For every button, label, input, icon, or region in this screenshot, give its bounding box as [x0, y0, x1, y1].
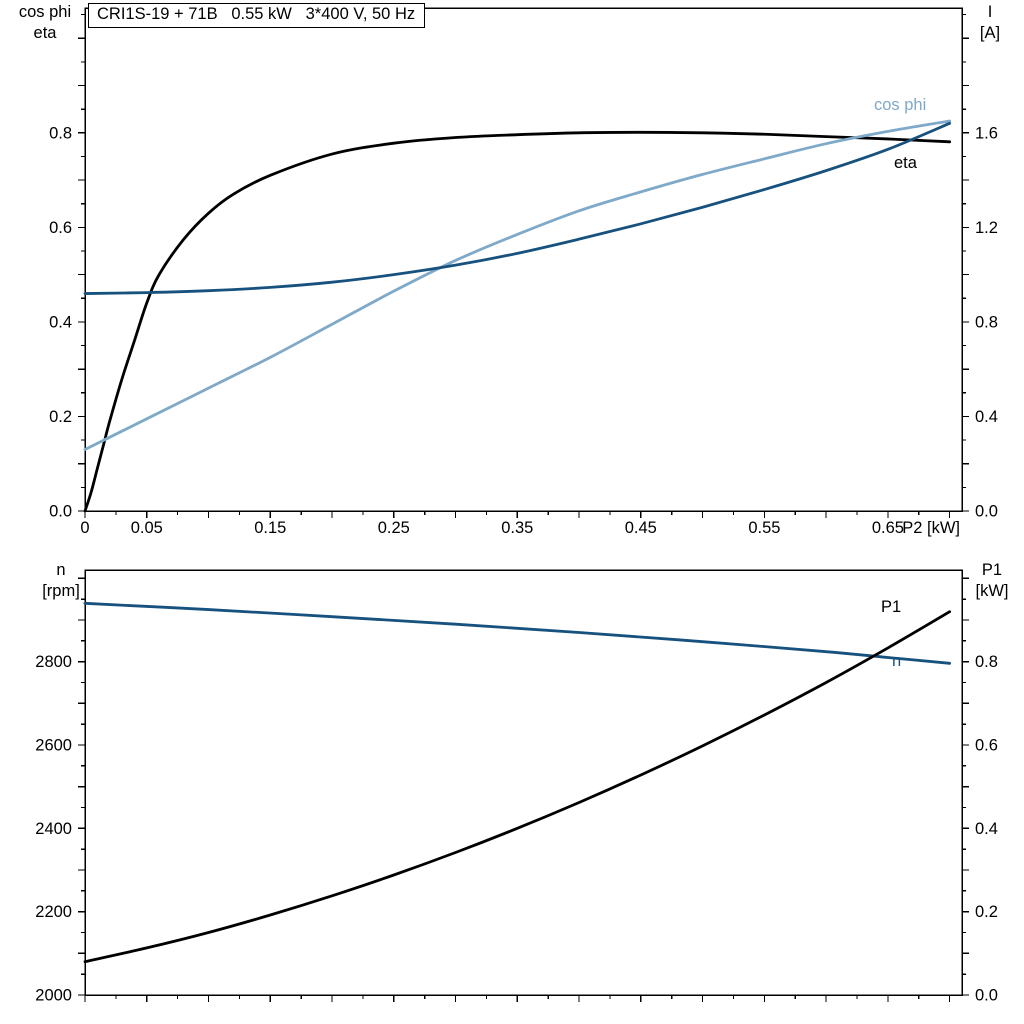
x-tick-label: 0.25	[378, 519, 410, 537]
y-left-tick-label: 2600	[35, 737, 72, 755]
y-left-tick-label: 0.2	[49, 408, 72, 426]
y-left-tick-label: 2400	[35, 820, 72, 838]
bottom-chart-canvas: 2000 2200 2400 2600 2800 0.0 0.2 0.4 0.6 0.8	[35, 569, 998, 1005]
top-right-axis-title: I [A]	[962, 2, 1018, 44]
x-tick-label: 0.35	[501, 519, 533, 537]
series-cos-phi	[83, 119, 952, 451]
y-right-tick-label: 0.8	[975, 653, 998, 671]
y-left-tick-label: 0.8	[49, 124, 72, 142]
current-axis-label: I	[987, 3, 993, 21]
x-tick-label: 0	[80, 519, 89, 537]
series-i	[83, 121, 952, 295]
y-right-tick-label: 1.2	[975, 219, 998, 237]
x-axis-unit-label: P2 [kW]	[902, 519, 960, 537]
x-tick-label: 0.65	[872, 519, 904, 537]
y-right-tick-label: 0.0	[975, 503, 998, 521]
x-tick-label: 0.05	[131, 519, 163, 537]
n-curve-label: n	[892, 652, 902, 670]
y-left-tick-label: 2000	[35, 987, 72, 1005]
y-right-tick-label: 0.4	[975, 820, 998, 838]
y-left-tick-label: 2200	[35, 903, 72, 921]
series-p1	[83, 610, 952, 964]
x-tick-label: 0.15	[254, 519, 286, 537]
kw-unit-label: [kW]	[975, 582, 1009, 600]
series-eta	[83, 130, 952, 513]
y-right-tick-label: 0.2	[975, 903, 998, 921]
top-left-axis-title: cos phi eta	[0, 2, 90, 44]
y-left-tick-label: 0.4	[49, 313, 72, 331]
cos-phi-axis-label: cos phi	[18, 3, 72, 21]
p1-axis-label: P1	[981, 561, 1003, 579]
chart-title-box: CRI1S-19 + 71B 0.55 kW 3*400 V, 50 Hz	[88, 3, 426, 28]
top-plot-border	[84, 7, 963, 512]
eta-axis-label: eta	[33, 24, 57, 42]
rpm-unit-label: [rpm]	[42, 582, 80, 600]
y-right-tick-label: 0.4	[975, 408, 998, 426]
series-n	[83, 601, 952, 665]
bottom-left-axis-title: n [rpm]	[16, 560, 106, 602]
y-left-tick-label: 0.6	[49, 219, 72, 237]
bottom-plot-border	[84, 569, 963, 996]
y-right-tick-label: 0.8	[975, 313, 998, 331]
ampere-unit-label: [A]	[979, 24, 1001, 42]
y-right-tick-label: 0.6	[975, 737, 998, 755]
speed-axis-label: n	[56, 561, 66, 579]
p1-curve-label: P1	[881, 598, 902, 616]
y-left-tick-label: 2800	[35, 653, 72, 671]
cos-phi-curve-label: cos phi	[874, 96, 927, 114]
y-right-tick-label: 0.0	[975, 987, 998, 1005]
x-tick-label: 0.45	[625, 519, 657, 537]
eta-curve-label: eta	[894, 154, 917, 172]
bottom-right-axis-title: P1 [kW]	[962, 560, 1022, 602]
y-right-tick-label: 1.6	[975, 124, 998, 142]
x-tick-label: 0.55	[748, 519, 780, 537]
y-left-tick-label: 0.0	[49, 503, 72, 521]
